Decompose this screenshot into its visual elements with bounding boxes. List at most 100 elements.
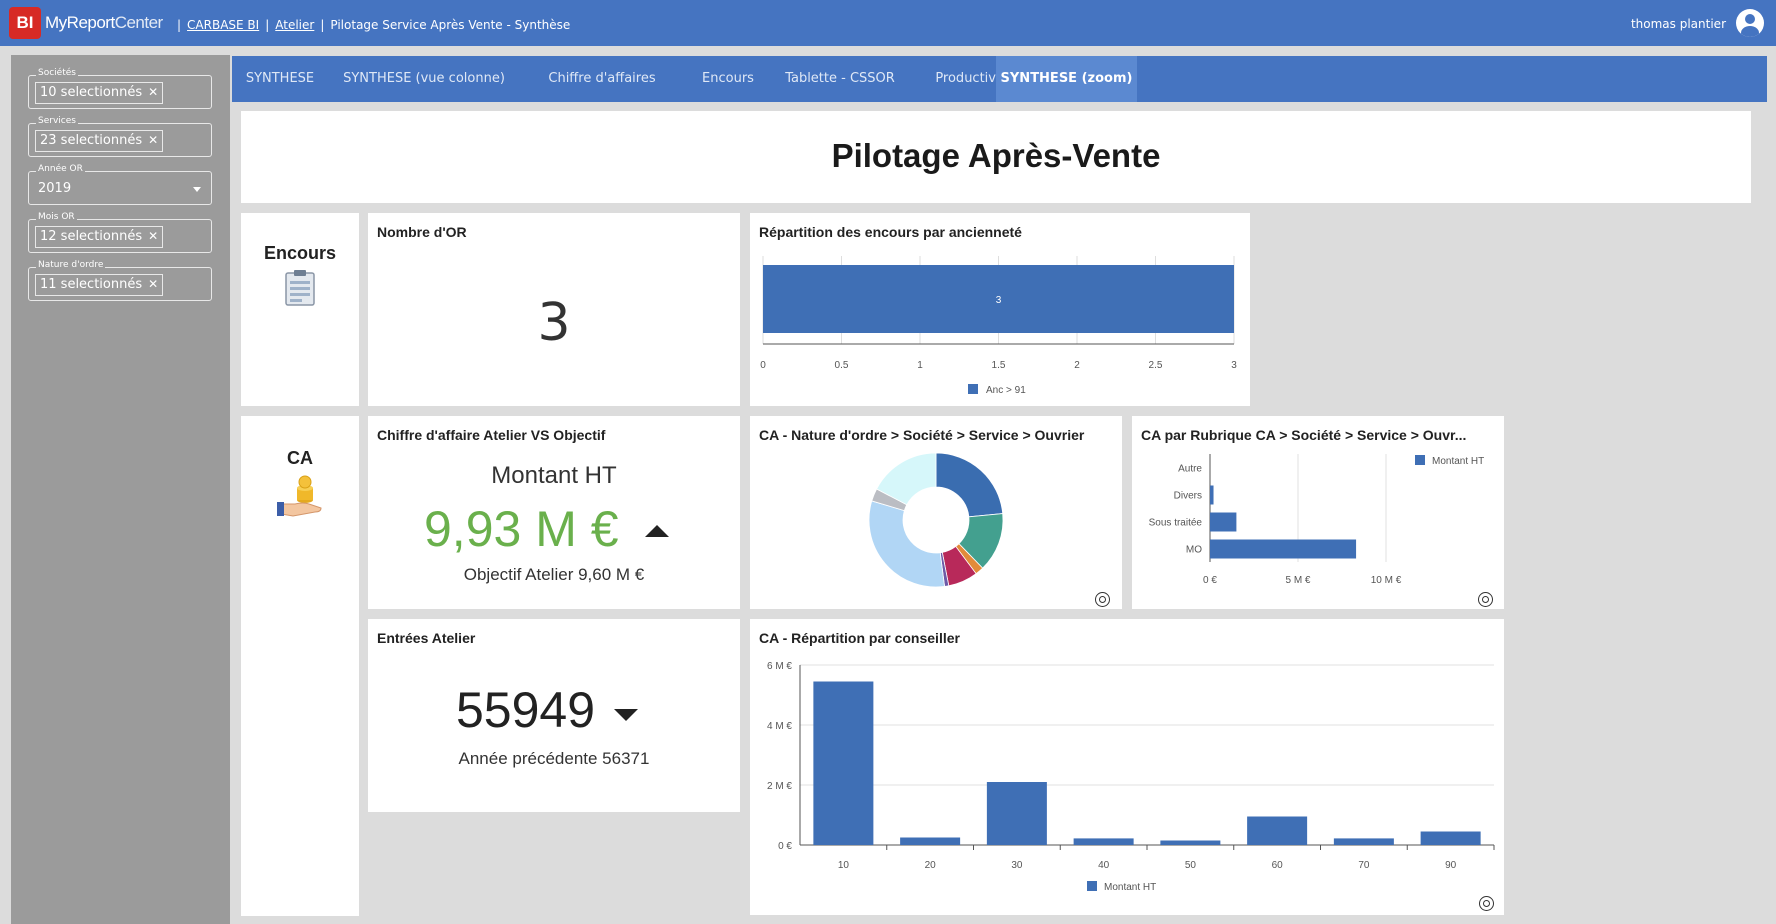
zoom-icon[interactable] [1478, 592, 1493, 607]
breadcrumb-current: Pilotage Service Après Vente - Synthèse [330, 18, 571, 32]
zoom-icon[interactable] [1479, 896, 1494, 911]
filter-chip[interactable]: 23 selectionnés ✕ [35, 130, 164, 152]
tab-encours[interactable]: Encours [702, 71, 754, 86]
nombre-or-value: 3 [537, 293, 571, 353]
x-tick-label: 2.5 [1149, 360, 1163, 371]
remove-chip-icon[interactable]: ✕ [148, 85, 159, 99]
x-tick-label: 2 [1074, 360, 1080, 371]
filter-nature-ordre[interactable]: Nature d'ordre 11 selectionnés ✕ [28, 260, 212, 301]
x-tick-label: 90 [1445, 860, 1457, 871]
bar [763, 265, 1234, 333]
legend-swatch [1087, 881, 1097, 891]
bar [1210, 539, 1357, 559]
bar [1420, 831, 1481, 845]
card-title: CA - Nature d'ordre > Société > Service … [759, 427, 1085, 443]
ca-objectif-card: Chiffre d'affaire Atelier VS Objectif Mo… [368, 416, 740, 609]
tab-synthese-zoom[interactable]: SYNTHESE (zoom) [996, 56, 1137, 102]
filter-label: Nature d'ordre [36, 260, 106, 270]
bar [1247, 816, 1308, 845]
user-avatar-icon[interactable] [1736, 9, 1764, 37]
breadcrumb-link-carbase[interactable]: CARBASE BI [187, 18, 260, 32]
y-tick-label: 0 € [778, 841, 792, 852]
legend-label: Anc > 91 [986, 385, 1026, 396]
bar [1333, 838, 1394, 845]
ca-measure-label: Montant HT [491, 462, 617, 489]
filter-chip[interactable]: 10 selectionnés ✕ [35, 82, 164, 104]
tab-synthese-vue-colonne[interactable]: SYNTHESE (vue colonne) [343, 71, 505, 86]
ca-section-card: CA [241, 416, 359, 916]
filter-annee-or[interactable]: Année OR 2019 [28, 164, 212, 205]
top-bar: BI MyReportCenter | CARBASE BI | Atelier | Pi… [0, 0, 1776, 46]
filter-mois-or[interactable]: Mois OR 12 selectionnés ✕ [28, 212, 212, 253]
breadcrumb: | CARBASE BI | Atelier | Pilotage Service Apr… [177, 18, 571, 32]
page-title: Pilotage Après-Vente [831, 137, 1161, 174]
x-tick-label: 3 [1231, 360, 1237, 371]
tab-productivite[interactable]: Productivité [935, 71, 1013, 86]
filter-societes[interactable]: Sociétés 10 selectionnés ✕ [28, 68, 212, 109]
data-label: 3 [996, 295, 1002, 306]
trend-down-icon [614, 709, 638, 721]
card-title: Chiffre d'affaire Atelier VS Objectif [377, 427, 606, 443]
card-title: Entrées Atelier [377, 630, 476, 646]
card-title: CA - Répartition par conseiller [759, 630, 960, 646]
user-name[interactable]: thomas plantier [1630, 17, 1726, 31]
filter-label: Services [36, 116, 78, 126]
y-tick-label: 6 M € [767, 661, 792, 672]
bar [1210, 512, 1237, 532]
bar [1210, 485, 1214, 505]
entrees-atelier-card: Entrées Atelier 55949 Année précédente 5… [368, 619, 740, 812]
legend-label: Montant HT [1104, 882, 1156, 893]
bi-logo[interactable]: BI [9, 7, 41, 39]
remove-chip-icon[interactable]: ✕ [148, 133, 159, 147]
bar [813, 681, 874, 845]
x-tick-label: 60 [1272, 860, 1284, 871]
x-tick-label: 10 M € [1371, 575, 1402, 586]
brand-name[interactable]: MyReportCenter [45, 13, 163, 33]
legend-label: Montant HT [1432, 456, 1484, 467]
ca-nature-ordre-chart [868, 452, 1004, 588]
chip-value: 12 selectionnés [40, 229, 143, 244]
y-tick-label: 4 M € [767, 721, 792, 732]
pie-slice [868, 500, 946, 588]
dropdown-caret-icon[interactable] [193, 187, 201, 192]
card-title: CA par Rubrique CA > Société > Service >… [1141, 427, 1467, 443]
page-title-card: Pilotage Après-Vente [241, 111, 1751, 203]
y-tick-label: Sous traitée [1149, 518, 1203, 529]
section-label-ca: CA [287, 448, 313, 468]
filter-chip[interactable]: 12 selectionnés ✕ [35, 226, 164, 248]
brand-bold: MyReport [45, 13, 115, 32]
nombre-or-card: Nombre d'OR 3 [368, 213, 740, 406]
chip-value: 11 selectionnés [40, 277, 143, 292]
x-tick-label: 5 M € [1285, 575, 1310, 586]
trend-up-icon [645, 525, 669, 537]
ca-rubrique-chart: 0 € 5 M € 10 M € Autre Divers Sous traitée MO M… [1149, 454, 1484, 586]
filter-chip[interactable]: 11 selectionnés ✕ [35, 274, 164, 296]
brand-light: Center [114, 13, 164, 32]
x-tick-label: 40 [1098, 860, 1110, 871]
zoom-icon[interactable] [1095, 592, 1110, 607]
section-label-encours: Encours [263, 243, 337, 263]
legend-swatch [968, 384, 978, 394]
ca-value: 9,93 M € [424, 501, 619, 557]
bar [986, 782, 1047, 845]
tab-tablette-cssor[interactable]: Tablette - CSSOR [785, 71, 895, 86]
remove-chip-icon[interactable]: ✕ [148, 229, 159, 243]
filter-services[interactable]: Services 23 selectionnés ✕ [28, 116, 212, 157]
filter-label: Année OR [36, 164, 85, 174]
card-title: Répartition des encours par ancienneté [759, 224, 1022, 240]
clipboard-icon [285, 270, 315, 306]
breadcrumb-link-atelier[interactable]: Atelier [275, 18, 315, 32]
x-tick-label: 0 € [1203, 575, 1217, 586]
pie-slice [935, 452, 1004, 518]
ca-conseiller-chart: 0 € 2 M € 4 M € 6 M € 10 20 30 40 50 60 70 90 Montan… [767, 661, 1495, 893]
ca-nature-ordre-card: CA - Nature d'ordre > Société > Service … [750, 416, 1122, 609]
select-value: 2019 [38, 181, 72, 196]
y-tick-label: 2 M € [767, 781, 792, 792]
tab-chiffre-affaires[interactable]: Chiffre d'affaires [548, 71, 656, 86]
remove-chip-icon[interactable]: ✕ [148, 277, 159, 291]
x-tick-label: 70 [1358, 860, 1370, 871]
entrees-value: 55949 [456, 682, 596, 738]
x-tick-label: 1 [917, 360, 923, 371]
tab-synthese[interactable]: SYNTHESE [245, 71, 315, 86]
x-tick-label: 10 [838, 860, 850, 871]
